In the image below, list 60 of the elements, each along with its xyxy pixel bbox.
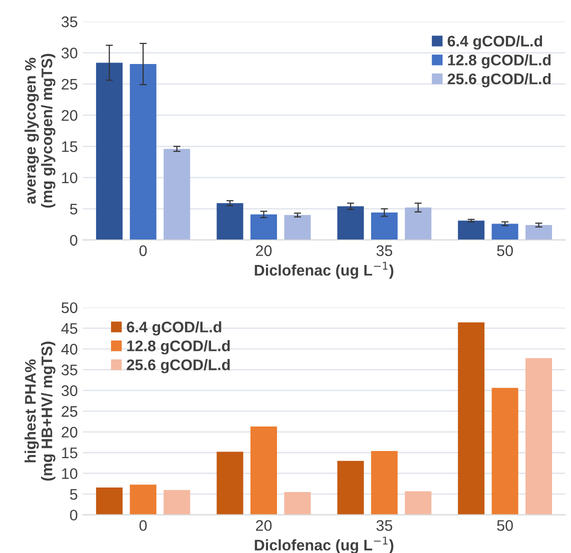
bar: [371, 212, 398, 240]
bar: [164, 490, 190, 515]
bar: [216, 203, 244, 240]
bar: [458, 220, 484, 240]
y-axis-title: average glycogen % (mg glycogen/ mgTS): [24, 54, 56, 208]
bar: [284, 492, 311, 515]
x-tick-label: 50: [497, 245, 513, 256]
y-tick-label: 45: [61, 323, 78, 334]
x-tick-label: 50: [497, 520, 513, 531]
legend-label: 12.8 gCOD/L.d: [448, 54, 551, 69]
bar: [130, 484, 156, 515]
bar: [492, 224, 518, 240]
y-tick-label: 25: [62, 78, 78, 90]
bar: [216, 452, 244, 515]
y-tick-label: 10: [62, 172, 78, 184]
x-tick-label: 0: [139, 520, 147, 531]
y-tick-label: 10: [62, 468, 78, 480]
y-tick-label: 5: [70, 204, 78, 214]
legend-label: 6.4 gCOD/L.d: [448, 35, 542, 50]
bar: [96, 487, 123, 515]
y-tick-label: 15: [62, 141, 78, 152]
y-tick-label: 40: [61, 344, 78, 355]
bar: [337, 460, 364, 515]
x-tick-label: 0: [139, 245, 147, 256]
y-tick-label: 25: [62, 406, 78, 417]
bar: [404, 491, 432, 515]
legend-label: 6.4 gCOD/L.d: [126, 321, 222, 336]
y-tick-label: 30: [62, 385, 78, 396]
x-tick-label: 35: [376, 520, 392, 531]
x-tick-label: 20: [256, 520, 272, 531]
y-tick-label: 35: [62, 16, 78, 28]
y-tick-label: 0: [70, 510, 78, 521]
x-axis-title: Diclofenac (ug L$^{−1}$): [254, 262, 394, 279]
bar: [492, 388, 518, 515]
bar: [250, 214, 277, 240]
y-tick-label: 35: [62, 364, 78, 376]
legend-label: 25.6 gCOD/L.d: [126, 359, 230, 374]
y-tick-label: 0: [70, 234, 78, 246]
x-tick-label: 35: [376, 245, 392, 256]
y-tick-label: 15: [62, 448, 78, 458]
legend-label: 12.8 gCOD/L.d: [127, 340, 230, 354]
legend-label: 25.6 gCOD/L.d: [448, 73, 551, 88]
bar: [96, 62, 123, 240]
bar: [130, 64, 156, 240]
bar: [458, 322, 484, 515]
bar: [404, 208, 432, 240]
y-tick-label: 5: [70, 489, 78, 500]
bar: [525, 225, 552, 240]
y-tick-label: 20: [62, 426, 78, 438]
y-tick-label: 50: [62, 302, 78, 314]
bar: [525, 358, 552, 515]
bar: [250, 426, 277, 515]
x-tick-label: 20: [256, 245, 272, 256]
bar: [164, 148, 190, 240]
bar: [371, 450, 398, 515]
bar: [337, 206, 364, 240]
bar: [284, 215, 311, 240]
y-tick-label: 30: [62, 48, 78, 58]
y-tick-label: 20: [62, 110, 78, 121]
y-axis-title: highest PHA% (mg HB+HV/ mgTS): [24, 342, 56, 481]
